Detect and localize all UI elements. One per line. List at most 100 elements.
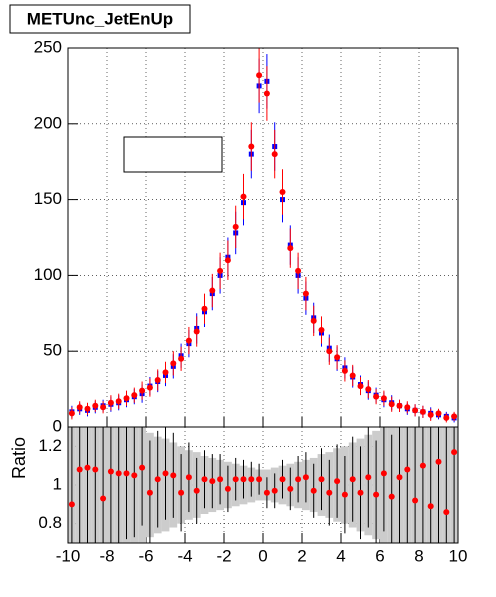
data-point <box>427 411 434 418</box>
data-point <box>209 478 216 485</box>
x-tick-label: 0 <box>258 546 267 565</box>
y-tick-label: 1.2 <box>38 436 62 455</box>
data-point <box>326 348 333 355</box>
data-point <box>193 328 200 335</box>
data-point <box>154 476 161 483</box>
data-point <box>154 377 161 384</box>
data-point <box>396 402 403 409</box>
data-point <box>185 337 192 344</box>
data-point <box>263 489 270 496</box>
data-point <box>419 408 426 415</box>
y-axis-label: Ratio <box>9 437 29 479</box>
data-point <box>248 476 255 483</box>
title-box <box>9 4 191 34</box>
data-point <box>146 384 153 391</box>
data-point <box>388 493 395 500</box>
data-point <box>334 478 341 485</box>
x-tick-label: 2 <box>297 546 306 565</box>
data-point <box>217 476 224 483</box>
data-point <box>341 367 348 374</box>
data-point <box>427 503 434 510</box>
data-point <box>271 487 278 494</box>
data-point <box>373 491 380 498</box>
data-point <box>139 387 146 394</box>
plot-area <box>68 427 458 543</box>
data-point <box>162 369 169 376</box>
data-point <box>443 414 450 421</box>
x-tick-label: -2 <box>216 546 231 565</box>
data-point <box>295 267 302 274</box>
ratio-frame <box>67 426 459 544</box>
y-tick-label: 50 <box>43 341 62 360</box>
data-point <box>115 470 122 477</box>
data-point <box>287 485 294 492</box>
data-point <box>76 466 83 473</box>
data-point <box>224 485 231 492</box>
data-point <box>123 470 130 477</box>
y-tick-label: 200 <box>34 113 62 132</box>
data-point <box>412 497 419 504</box>
y-tick-label: 0.8 <box>38 513 62 532</box>
data-point <box>443 509 450 516</box>
data-point <box>100 495 107 502</box>
data-point <box>334 354 341 361</box>
data-point <box>178 489 185 496</box>
data-point <box>295 476 302 483</box>
data-point <box>107 468 114 475</box>
data-point <box>279 189 286 196</box>
data-point <box>287 245 294 252</box>
data-point <box>380 470 387 477</box>
data-point <box>302 290 309 297</box>
data-point <box>341 491 348 498</box>
data-point <box>365 386 372 393</box>
x-tick-label: -10 <box>56 546 81 565</box>
data-point <box>310 317 317 324</box>
y-tick-label: 1 <box>53 474 62 493</box>
data-point <box>68 410 75 417</box>
legend-box <box>123 136 223 173</box>
x-tick-label: -8 <box>99 546 114 565</box>
chart-title: METUnc_JetEnUp <box>27 9 173 28</box>
data-point <box>68 501 75 508</box>
y-tick-label: 0 <box>53 416 62 435</box>
data-point <box>451 449 458 456</box>
x-tick-label: 6 <box>375 546 384 565</box>
data-point <box>349 476 356 483</box>
data-point <box>380 395 387 402</box>
data-point <box>232 223 239 230</box>
data-point <box>419 462 426 469</box>
data-point <box>326 489 333 496</box>
data-point <box>217 267 224 274</box>
y-tick-label: 150 <box>34 189 62 208</box>
data-point <box>131 392 138 399</box>
data-point <box>92 466 99 473</box>
data-point <box>248 143 255 150</box>
data-point <box>318 476 325 483</box>
data-point <box>435 458 442 465</box>
data-point <box>279 476 286 483</box>
data-point <box>162 470 169 477</box>
data-point <box>232 476 239 483</box>
data-point <box>451 413 458 420</box>
data-point <box>404 404 411 411</box>
data-point <box>435 410 442 417</box>
data-point <box>404 466 411 473</box>
data-point <box>302 474 309 481</box>
data-point <box>240 193 247 200</box>
data-point <box>84 464 91 471</box>
data-point <box>76 404 83 411</box>
y-tick-label: 250 <box>34 37 62 56</box>
data-point <box>139 464 146 471</box>
data-point <box>318 326 325 333</box>
data-point <box>349 372 356 379</box>
x-tick-label: -4 <box>177 546 192 565</box>
x-tick-label: -6 <box>138 546 153 565</box>
data-point <box>170 360 177 367</box>
data-point <box>107 399 114 406</box>
data-point <box>170 472 177 479</box>
data-point <box>357 489 364 496</box>
data-point <box>256 476 263 483</box>
x-tick-label: 8 <box>414 546 423 565</box>
x-tick-label: 10 <box>449 546 468 565</box>
